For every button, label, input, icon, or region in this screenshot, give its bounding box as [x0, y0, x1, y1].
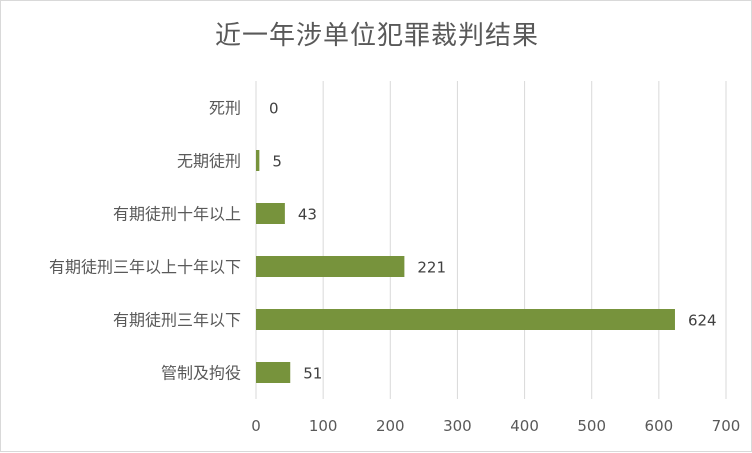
- data-label: 221: [417, 259, 446, 277]
- bars: [256, 150, 675, 383]
- x-tick-label: 200: [376, 417, 405, 435]
- bar: [256, 203, 285, 224]
- x-tick-label: 300: [443, 417, 472, 435]
- x-tick-label: 0: [251, 417, 261, 435]
- x-tick-label: 400: [510, 417, 539, 435]
- data-label: 624: [688, 312, 717, 330]
- category-label: 管制及拘役: [161, 364, 241, 383]
- bar: [256, 309, 675, 330]
- chart-title: 近一年涉单位犯罪裁判结果: [214, 21, 539, 51]
- category-label: 有期徒刑十年以上: [113, 205, 241, 224]
- labels: 0 100 200 300 400 500 600 700 死刑 0 无期徒刑 5 有期徒刑十年以上 43…: [49, 99, 740, 436]
- data-label: 5: [272, 153, 282, 171]
- bar: [256, 256, 405, 277]
- data-label: 51: [303, 365, 322, 383]
- bar: [256, 150, 260, 171]
- gridlines: [255, 81, 727, 399]
- bar: [256, 362, 291, 383]
- data-label: 0: [269, 100, 279, 118]
- category-label: 有期徒刑三年以上十年以下: [49, 258, 241, 277]
- data-label: 43: [298, 206, 317, 224]
- category-label: 有期徒刑三年以下: [113, 311, 241, 330]
- category-label: 死刑: [209, 99, 241, 118]
- x-tick-label: 100: [309, 417, 338, 435]
- x-tick-label: 600: [645, 417, 674, 435]
- x-tick-label: 500: [577, 417, 606, 435]
- x-tick-label: 700: [712, 417, 741, 435]
- category-label: 无期徒刑: [177, 152, 241, 171]
